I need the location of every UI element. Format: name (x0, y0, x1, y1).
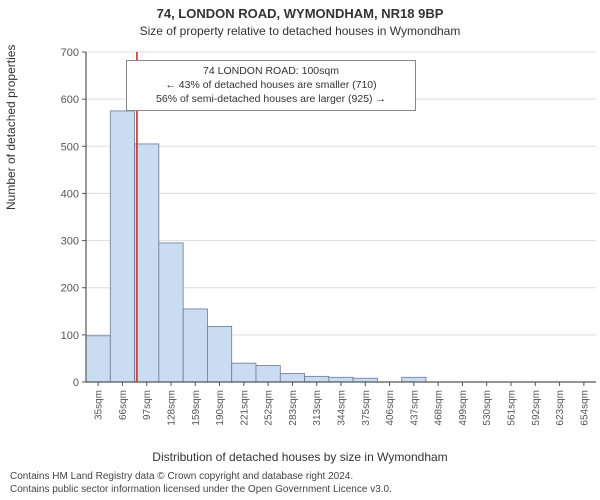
svg-text:468sqm: 468sqm (434, 390, 445, 426)
histogram-bar (110, 111, 134, 382)
histogram-bar (183, 309, 207, 382)
svg-text:561sqm: 561sqm (507, 390, 518, 426)
svg-text:300: 300 (61, 236, 79, 248)
svg-text:406sqm: 406sqm (385, 390, 396, 426)
chart-container: 74, LONDON ROAD, WYMONDHAM, NR18 9BP Siz… (0, 0, 600, 500)
svg-text:200: 200 (61, 283, 79, 295)
svg-text:654sqm: 654sqm (579, 390, 590, 426)
svg-text:221sqm: 221sqm (239, 390, 250, 426)
property-annotation-box: 74 LONDON ROAD: 100sqm ← 43% of detached… (126, 60, 416, 111)
svg-text:592sqm: 592sqm (531, 390, 542, 426)
histogram-bar (86, 336, 110, 382)
page-title: 74, LONDON ROAD, WYMONDHAM, NR18 9BP (0, 6, 600, 21)
copyright-line-1: Contains HM Land Registry data © Crown c… (10, 471, 392, 484)
svg-text:700: 700 (61, 48, 79, 59)
svg-text:530sqm: 530sqm (482, 390, 493, 426)
svg-text:128sqm: 128sqm (167, 390, 178, 426)
histogram-bar (305, 376, 329, 382)
svg-text:400: 400 (61, 188, 79, 200)
svg-text:344sqm: 344sqm (337, 390, 348, 426)
svg-text:190sqm: 190sqm (215, 390, 226, 426)
histogram-bar (256, 366, 280, 383)
svg-text:100: 100 (61, 330, 79, 342)
histogram-bar (232, 363, 256, 382)
annotation-line-3: 56% of semi-detached houses are larger (… (133, 92, 409, 106)
svg-text:313sqm: 313sqm (312, 390, 323, 426)
histogram-bar (280, 374, 304, 382)
histogram-bar (159, 243, 183, 382)
svg-text:97sqm: 97sqm (142, 390, 153, 420)
x-axis-label: Distribution of detached houses by size … (0, 450, 600, 464)
copyright-notice: Contains HM Land Registry data © Crown c… (10, 471, 392, 496)
svg-text:0: 0 (73, 377, 79, 389)
page-subtitle: Size of property relative to detached ho… (0, 24, 600, 38)
svg-text:35sqm: 35sqm (94, 390, 105, 420)
histogram-bar (135, 144, 159, 382)
annotation-line-2: ← 43% of detached houses are smaller (71… (133, 78, 409, 92)
histogram-bar (207, 326, 231, 382)
svg-text:623sqm: 623sqm (555, 390, 566, 426)
copyright-line-2: Contains public sector information licen… (10, 484, 392, 497)
svg-text:283sqm: 283sqm (288, 390, 299, 426)
y-axis-label: Number of detached properties (4, 45, 18, 210)
svg-text:437sqm: 437sqm (409, 390, 420, 426)
svg-text:500: 500 (61, 141, 79, 153)
svg-text:159sqm: 159sqm (191, 390, 202, 426)
annotation-line-1: 74 LONDON ROAD: 100sqm (133, 64, 409, 78)
svg-text:252sqm: 252sqm (264, 390, 275, 426)
histogram-bar (329, 377, 353, 382)
svg-text:600: 600 (61, 94, 79, 106)
svg-text:66sqm: 66sqm (118, 390, 129, 420)
svg-text:499sqm: 499sqm (458, 390, 469, 426)
svg-text:375sqm: 375sqm (361, 390, 372, 426)
histogram-bar (402, 377, 426, 382)
